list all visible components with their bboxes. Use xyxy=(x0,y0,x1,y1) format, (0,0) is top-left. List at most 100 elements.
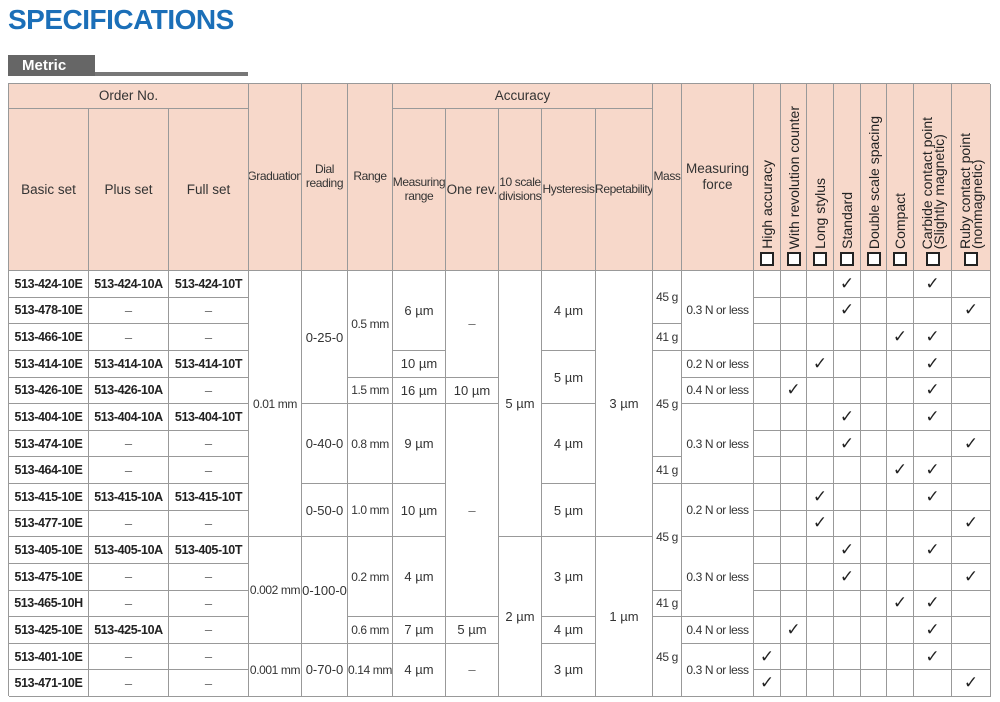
feature-cell xyxy=(834,377,861,405)
order-cell: – xyxy=(169,324,249,351)
column-header: Graduation xyxy=(249,84,302,271)
feature-header: Ruby contact point (nonmagnetic) xyxy=(952,84,991,271)
feature-cell xyxy=(887,510,914,538)
feature-cell: ✓ xyxy=(914,617,952,644)
feature-cell xyxy=(861,377,887,405)
spec-cell: 5 µm xyxy=(542,350,596,405)
order-cell: 513-415-10T xyxy=(169,484,249,511)
column-header: Basic set xyxy=(9,109,89,271)
feature-cell xyxy=(887,643,914,671)
column-header: Measuring force xyxy=(682,84,754,271)
spec-cell: 1.5 mm xyxy=(348,377,393,405)
feature-cell: ✓ xyxy=(914,537,952,564)
feature-cell xyxy=(952,404,991,431)
spec-cell: 1 µm xyxy=(596,537,653,697)
feature-header: Long stylus xyxy=(807,84,834,271)
spec-cell: 4 µm xyxy=(542,617,596,644)
spec-cell: 0.002 mm xyxy=(249,537,302,644)
feature-header: Standard xyxy=(834,84,861,271)
order-cell: – xyxy=(89,457,169,484)
spec-cell: 0.3 N or less xyxy=(682,271,754,351)
feature-label-line: Double scale spacing xyxy=(865,115,882,249)
feature-cell xyxy=(861,643,887,671)
spec-cell: 45 g xyxy=(653,484,682,591)
feature-cell: ✓ xyxy=(807,484,834,511)
feature-cell xyxy=(781,590,807,618)
feature-cell xyxy=(861,324,887,351)
feature-cell xyxy=(861,617,887,644)
feature-header: Double scale spacing xyxy=(861,84,887,271)
feature-label-line: Standard xyxy=(839,192,855,249)
spec-cell: 0.2 mm xyxy=(348,537,393,618)
feature-cell xyxy=(952,324,991,351)
feature-cell: ✓ xyxy=(781,617,807,644)
feature-cell xyxy=(781,643,807,671)
feature-cell: ✓ xyxy=(834,430,861,458)
order-cell: 513-424-10T xyxy=(169,271,249,298)
order-cell: 513-414-10T xyxy=(169,350,249,378)
spec-cell: 7 µm xyxy=(393,617,446,644)
order-cell: 513-475-10E xyxy=(9,563,89,591)
feature-cell xyxy=(754,350,781,378)
order-cell: 513-424-10E xyxy=(9,271,89,298)
feature-cell xyxy=(887,350,914,378)
feature-label-line: High accuracy xyxy=(759,160,775,249)
column-header: Hysteresis xyxy=(542,109,596,271)
feature-cell xyxy=(952,484,991,511)
spec-cell: 0.6 mm xyxy=(348,617,393,644)
feature-cell xyxy=(914,297,952,325)
feature-cell: ✓ xyxy=(952,510,991,538)
order-cell: – xyxy=(169,430,249,458)
feature-icon xyxy=(760,252,774,266)
feature-label: Long stylus xyxy=(812,178,828,249)
spec-cell: 0.4 N or less xyxy=(682,377,754,405)
spec-cell: 4 µm xyxy=(393,643,446,697)
feature-cell xyxy=(781,510,807,538)
feature-label: With revolution counter xyxy=(785,105,802,249)
spec-cell: 41 g xyxy=(653,324,682,351)
order-cell: – xyxy=(89,297,169,325)
feature-cell: ✓ xyxy=(914,590,952,618)
feature-cell xyxy=(861,297,887,325)
feature-cell xyxy=(834,617,861,644)
feature-cell: ✓ xyxy=(834,271,861,298)
feature-cell xyxy=(754,510,781,538)
spec-cell: 41 g xyxy=(653,590,682,618)
feature-cell xyxy=(807,297,834,325)
spec-cell: 0.2 N or less xyxy=(682,350,754,378)
feature-label-line: (Slightly magnetic) xyxy=(930,133,947,249)
column-header: Repetability xyxy=(596,109,653,271)
feature-cell: ✓ xyxy=(914,377,952,405)
feature-icon xyxy=(964,252,978,266)
feature-cell xyxy=(887,271,914,298)
order-cell: 513-425-10E xyxy=(9,617,89,644)
feature-header: High accuracy xyxy=(754,84,781,271)
feature-cell xyxy=(781,324,807,351)
feature-cell xyxy=(781,430,807,458)
feature-cell xyxy=(914,670,952,697)
order-cell: 513-404-10E xyxy=(9,404,89,431)
order-cell: 513-405-10T xyxy=(169,537,249,564)
feature-cell xyxy=(754,617,781,644)
order-cell: – xyxy=(169,457,249,484)
feature-cell xyxy=(952,457,991,484)
feature-cell xyxy=(861,430,887,458)
column-header: Full set xyxy=(169,109,249,271)
spec-cell: 0.3 N or less xyxy=(682,404,754,484)
column-header: 10 scale divisions xyxy=(499,109,542,271)
spec-cell: 0-50-0 xyxy=(302,484,348,538)
feature-cell: ✓ xyxy=(834,297,861,325)
feature-cell xyxy=(834,670,861,697)
feature-cell xyxy=(754,457,781,484)
feature-cell xyxy=(861,537,887,564)
feature-label-line: With revolution counter xyxy=(785,105,802,249)
spec-cell: 3 µm xyxy=(542,643,596,697)
title: SPECIFICATIONS xyxy=(8,4,234,35)
feature-cell xyxy=(807,404,834,431)
feature-cell xyxy=(807,537,834,564)
order-cell: 513-474-10E xyxy=(9,430,89,458)
feature-cell xyxy=(754,590,781,618)
feature-cell: ✓ xyxy=(807,510,834,538)
feature-cell xyxy=(834,484,861,511)
